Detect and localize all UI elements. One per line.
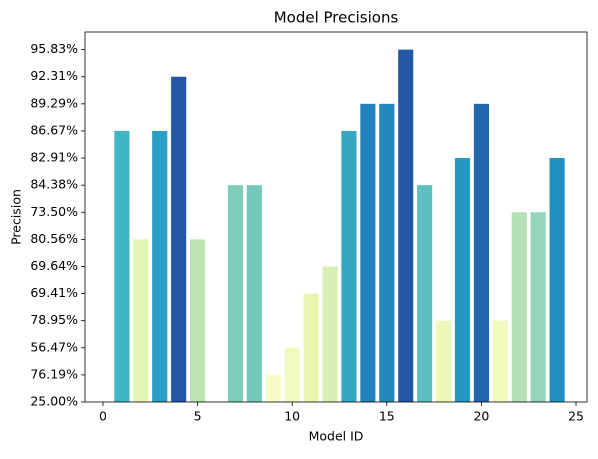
bar	[114, 130, 130, 402]
bar	[152, 130, 168, 402]
x-tick-label: 5	[194, 409, 202, 424]
x-axis-label: Model ID	[309, 429, 364, 444]
bar	[398, 49, 414, 402]
y-tick-label: 76.19%	[30, 366, 78, 381]
bar	[284, 347, 300, 402]
bar	[133, 239, 149, 402]
bar	[265, 374, 281, 402]
bar	[360, 103, 376, 402]
bar	[303, 293, 319, 402]
x-tick-label: 15	[379, 409, 395, 424]
y-tick-label: 80.56%	[30, 231, 78, 246]
y-tick-label: 73.50%	[30, 204, 78, 219]
y-tick-label: 56.47%	[30, 339, 78, 354]
y-tick-label: 92.31%	[30, 68, 78, 83]
y-tick-label: 25.00%	[30, 394, 78, 409]
bar	[322, 266, 338, 402]
bar	[417, 185, 433, 402]
bar	[436, 320, 452, 402]
plot-frame	[84, 31, 588, 403]
y-tick-label: 69.64%	[30, 258, 78, 273]
bar	[530, 212, 546, 402]
y-tick-label: 69.41%	[30, 285, 78, 300]
x-tick-label: 25	[568, 409, 584, 424]
y-tick-label: 82.91%	[30, 150, 78, 165]
bar	[227, 185, 243, 402]
y-tick-label: 95.83%	[30, 41, 78, 56]
bar	[171, 76, 187, 402]
bar	[549, 158, 565, 402]
bar	[473, 103, 489, 402]
bar	[341, 130, 357, 402]
bar	[379, 103, 395, 402]
y-tick-label: 84.38%	[30, 177, 78, 192]
bar	[454, 158, 471, 402]
x-tick-label: 0	[99, 409, 107, 424]
x-tick-label: 20	[473, 409, 489, 424]
y-tick-label: 78.95%	[30, 312, 78, 327]
bar	[190, 239, 206, 402]
y-tick-label: 86.67%	[30, 122, 78, 137]
bar	[511, 212, 527, 402]
chart-title: Model Precisions	[274, 9, 399, 27]
bar	[246, 185, 262, 402]
y-axis-label: Precision	[9, 189, 24, 245]
x-tick-label: 10	[284, 409, 300, 424]
y-tick-label: 89.29%	[30, 95, 78, 110]
bar	[492, 320, 508, 402]
